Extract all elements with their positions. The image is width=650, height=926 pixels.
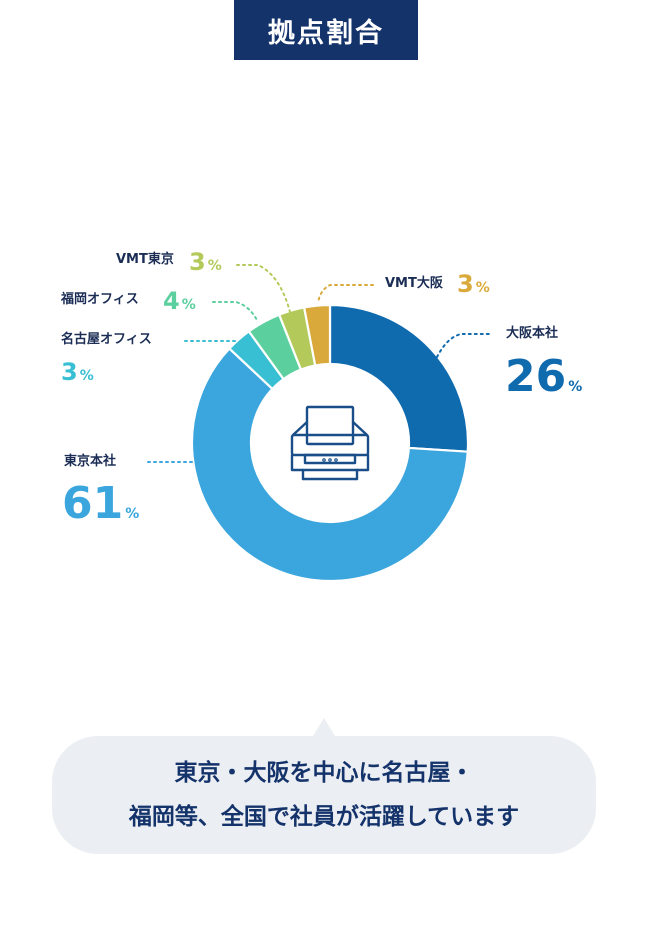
value-osaka-honsha-num: 26 (505, 351, 567, 402)
message-line-1: 東京・大阪を中心に名古屋・ (174, 760, 474, 786)
value-nagoya-unit: % (79, 368, 94, 384)
value-osaka-honsha: 26% (505, 355, 582, 399)
value-fukuoka-unit: % (181, 297, 196, 313)
value-vmt-tokyo: 3% (189, 250, 222, 274)
slice-5 (303, 303, 332, 367)
chart-title: 拠点割合 (234, 0, 418, 60)
label-vmt-tokyo: VMT東京 (116, 252, 174, 267)
leader-osaka-honsha (436, 333, 493, 358)
value-osaka-honsha-unit: % (568, 379, 583, 395)
value-vmt-tokyo-unit: % (207, 258, 222, 274)
label-fukuoka: 福岡オフィス (61, 292, 139, 307)
leader-fukuoka (212, 301, 259, 323)
printer-icon (290, 405, 370, 481)
value-tokyo-honsha: 61% (62, 482, 139, 526)
value-fukuoka-num: 4 (163, 287, 180, 315)
leader-vmt-osaka (317, 284, 374, 304)
value-nagoya: 3% (61, 360, 94, 384)
value-fukuoka: 4% (163, 289, 196, 313)
value-tokyo-honsha-unit: % (125, 506, 140, 522)
value-vmt-osaka: 3% (457, 272, 490, 296)
leader-vmt-tokyo (236, 264, 291, 313)
message-bubble: 東京・大阪を中心に名古屋・ 福岡等、全国で社員が活躍しています (52, 736, 596, 854)
value-tokyo-honsha-num: 61 (62, 478, 124, 529)
value-vmt-osaka-unit: % (475, 280, 490, 296)
label-vmt-osaka: VMT大阪 (385, 276, 443, 291)
slice-0 (328, 303, 470, 453)
label-nagoya: 名古屋オフィス (61, 332, 152, 347)
value-vmt-osaka-num: 3 (457, 270, 474, 298)
label-tokyo-honsha: 東京本社 (64, 454, 117, 469)
value-vmt-tokyo-num: 3 (189, 248, 206, 276)
label-osaka-honsha: 大阪本社 (506, 326, 559, 341)
slice-1 (190, 347, 469, 583)
value-nagoya-num: 3 (61, 358, 78, 386)
message-line-2: 福岡等、全国で社員が活躍しています (128, 804, 520, 830)
speech-bubble-tip (313, 718, 335, 736)
